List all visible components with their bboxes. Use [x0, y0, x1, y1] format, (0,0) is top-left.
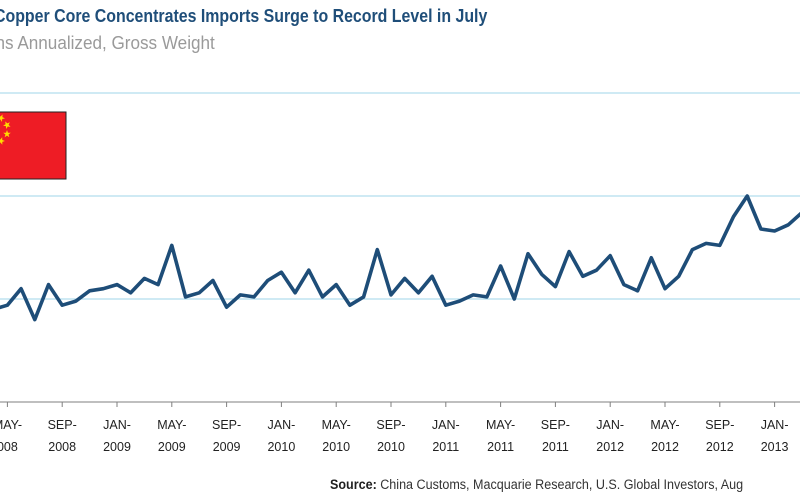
x-tick-label-year: 2013 — [761, 440, 789, 454]
x-tick: SEP- 2012 — [705, 402, 734, 454]
flag-star — [0, 137, 5, 145]
x-tick-label-month: JAN- — [761, 418, 789, 432]
x-tick-label-month: SEP- — [376, 418, 405, 432]
x-tick-label-year: 2011 — [542, 440, 569, 454]
x-tick-label-year: 2010 — [322, 440, 350, 454]
x-tick-label-year: 2012 — [651, 440, 679, 454]
x-tick-label-year: 2009 — [103, 440, 131, 454]
flag-field — [0, 111, 67, 180]
x-tick-label-year: 2012 — [706, 440, 734, 454]
china-flag — [0, 111, 67, 180]
x-tick: SEP- 2011 — [541, 402, 570, 454]
x-tick-label-year: 2008 — [48, 440, 76, 454]
x-tick: JAN- 2012 — [596, 402, 624, 454]
x-axis-ticks: MAY-008SEP-2008JAN-2009MAY-2009SEP-2009J… — [0, 402, 789, 454]
x-tick-label-month: MAY- — [650, 418, 679, 432]
x-tick: MAY- 2009 — [157, 402, 186, 454]
x-tick-label-month: MAY- — [486, 418, 515, 432]
x-tick: MAY- 2010 — [322, 402, 351, 454]
x-tick-label-year: 2009 — [158, 440, 186, 454]
x-tick-label-month: MAY- — [0, 418, 22, 432]
x-tick-label-month: MAY- — [157, 418, 186, 432]
x-tick-label-month: MAY- — [322, 418, 351, 432]
series-layer — [0, 194, 800, 322]
x-tick: MAY- 2012 — [650, 402, 680, 454]
x-tick: SEP- 2008 — [48, 402, 77, 454]
flag-star — [0, 114, 5, 122]
source-label: Source: — [330, 477, 377, 492]
gridlines — [0, 92, 800, 300]
x-tick-label-month: SEP- — [212, 418, 241, 432]
x-tick-label-month: SEP- — [541, 418, 570, 432]
x-tick: JAN- 2013 — [761, 402, 789, 454]
x-tick: JAN- 2010 — [267, 402, 295, 454]
x-tick-label-year: 008 — [0, 440, 18, 454]
x-tick: MAY- 008 — [0, 402, 22, 454]
chart-subtitle: ons Annualized, Gross Weight — [0, 33, 215, 53]
x-tick: MAY- 2011 — [486, 402, 515, 454]
flag-star — [3, 121, 11, 129]
x-tick: SEP- 2010 — [376, 402, 406, 454]
line-chart: MAY-008SEP-2008JAN-2009MAY-2009SEP-2009J… — [0, 92, 800, 454]
series-line — [0, 194, 800, 322]
x-tick: JAN- 2011 — [432, 402, 460, 454]
x-tick-label-year: 2012 — [596, 440, 624, 454]
x-tick-label-year: 2011 — [487, 440, 514, 454]
x-tick-label-year: 2009 — [213, 440, 241, 454]
x-tick-label-year: 2011 — [432, 440, 459, 454]
chart-title: Copper Core Concentrates Imports Surge t… — [0, 5, 488, 26]
source-text: China Customs, Macquarie Research, U.S. … — [376, 477, 744, 492]
x-tick-label-year: 2010 — [377, 440, 405, 454]
x-tick-label-month: SEP- — [48, 418, 77, 432]
x-tick: JAN- 2009 — [103, 402, 131, 454]
x-tick-label-month: JAN- — [432, 418, 460, 432]
flag-star — [3, 130, 11, 138]
x-tick: SEP- 2009 — [212, 402, 241, 454]
x-tick-label-year: 2010 — [267, 440, 295, 454]
x-tick-label-month: JAN- — [596, 418, 624, 432]
x-tick-label-month: SEP- — [705, 418, 734, 432]
x-tick-label-month: JAN- — [268, 418, 296, 432]
x-tick-label-month: JAN- — [103, 418, 131, 432]
source-note: Source: China Customs, Macquarie Researc… — [330, 477, 743, 492]
